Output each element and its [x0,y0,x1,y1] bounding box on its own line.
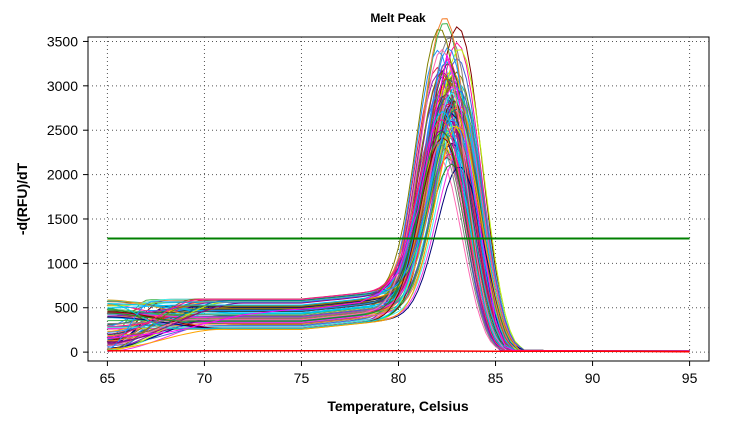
y-tick-label: 2000 [47,167,78,183]
x-tick-label: 80 [391,370,407,386]
x-tick-label: 65 [100,370,116,386]
melt-curve-highest [107,54,690,353]
x-axis-label: Temperature, Celsius [327,398,469,414]
y-tick-label: 3500 [47,33,78,49]
y-tick-label: 1000 [47,255,78,271]
x-tick-label: 70 [197,370,213,386]
melt-curves [107,18,690,353]
y-tick-label: 3000 [47,78,78,94]
x-tick-label: 90 [585,370,601,386]
y-tick-label: 1500 [47,211,78,227]
chart-title: Melt Peak [370,11,426,25]
melt-curve-flat [107,350,690,353]
y-tick-label: 2500 [47,122,78,138]
y-tick-label: 0 [70,344,78,360]
axes: 65 70 75 80 85 90 95 0 500 1000 1500 2000 2500 3000 35… [47,33,698,386]
x-tick-label: 85 [488,370,504,386]
y-axis-label: -d(RFU)/dT [14,162,30,235]
y-tick-label: 500 [55,300,79,316]
x-tick-label: 75 [294,370,310,386]
x-tick-label: 95 [682,370,698,386]
